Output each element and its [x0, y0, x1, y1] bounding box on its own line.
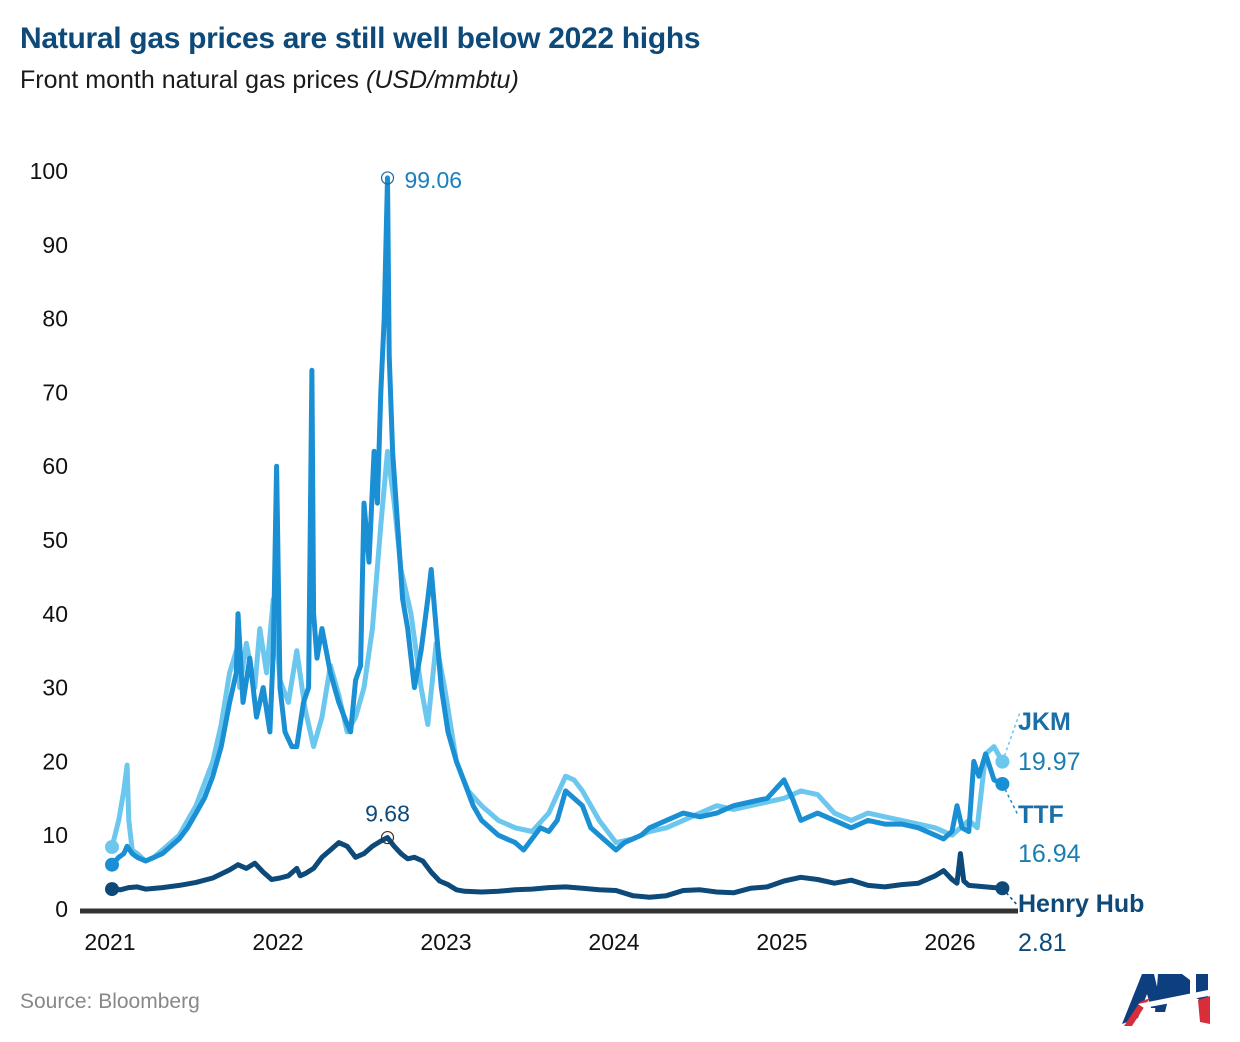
annotation-layer: 99.06 9.68 [365, 167, 463, 845]
series-value-label-ttf: 16.94 [1018, 840, 1081, 868]
series-end-labels: JKM 19.97 TTF 16.94 Henry Hub 2.81 [1001, 708, 1144, 957]
series-layer [105, 175, 1010, 900]
x-tick-label: 2022 [252, 929, 303, 955]
y-tick-label: 30 [42, 675, 68, 701]
series-value-label-jkm: 19.97 [1018, 748, 1081, 776]
series-line-henry-hub [109, 835, 1005, 900]
x-tick-label: 2023 [420, 929, 471, 955]
x-tick-label: 2025 [756, 929, 807, 955]
annotation-marker [380, 830, 395, 845]
leader-line-jkm [1001, 711, 1021, 762]
y-tick-label: 70 [42, 379, 68, 405]
y-tick-label: 50 [42, 527, 68, 553]
series-name-label-henry-hub: Henry Hub [1018, 890, 1144, 918]
y-tick-label: 10 [42, 822, 68, 848]
y-tick-label: 100 [30, 158, 68, 184]
subtitle-unit: (USD/mmbtu) [366, 66, 519, 94]
annotation-marker [380, 171, 395, 185]
chart-subtitle: Front month natural gas prices (USD/mmbt… [20, 66, 519, 95]
series-line-jkm [109, 448, 1005, 864]
series-start-marker-jkm [105, 840, 119, 855]
series-value-label-henry-hub: 2.81 [1018, 929, 1067, 957]
annotation-peak-label: 9.68 [365, 801, 410, 827]
x-tick-label: 2026 [924, 929, 975, 955]
subtitle-text: Front month natural gas prices [20, 66, 366, 94]
y-tick-label: 80 [42, 306, 68, 332]
series-start-marker-ttf [105, 857, 119, 872]
y-tick-label: 20 [42, 748, 68, 774]
source-note: Source: Bloomberg [20, 990, 200, 1013]
y-tick-label: 0 [55, 896, 68, 922]
series-line-ttf [109, 175, 1005, 868]
logo-red-stripe-right [1198, 996, 1210, 1024]
logo-p-shape [1155, 974, 1190, 1012]
chart-title: Natural gas prices are still well below … [20, 22, 701, 55]
y-tick-label: 60 [42, 453, 68, 479]
y-tick-label: 90 [42, 232, 68, 258]
series-name-label-jkm: JKM [1018, 708, 1071, 736]
logo-a-shape [1122, 974, 1162, 1024]
x-tick-label: 2021 [84, 929, 135, 955]
leader-line-henry-hub [1001, 887, 1019, 907]
series-name-label-ttf: TTF [1018, 801, 1064, 829]
x-axis-ticks: 2021 2022 2023 2024 2025 2026 [84, 929, 975, 955]
series-start-marker-henry-hub [105, 882, 119, 897]
logo-white-stripe [1138, 990, 1208, 1008]
annotation-peak-label: 99.06 [405, 167, 463, 193]
x-tick-label: 2024 [588, 929, 639, 955]
y-axis-ticks: 0 10 20 30 40 50 60 70 80 90 100 [30, 158, 68, 922]
api-logo [1122, 974, 1210, 1026]
y-tick-label: 40 [42, 601, 68, 627]
